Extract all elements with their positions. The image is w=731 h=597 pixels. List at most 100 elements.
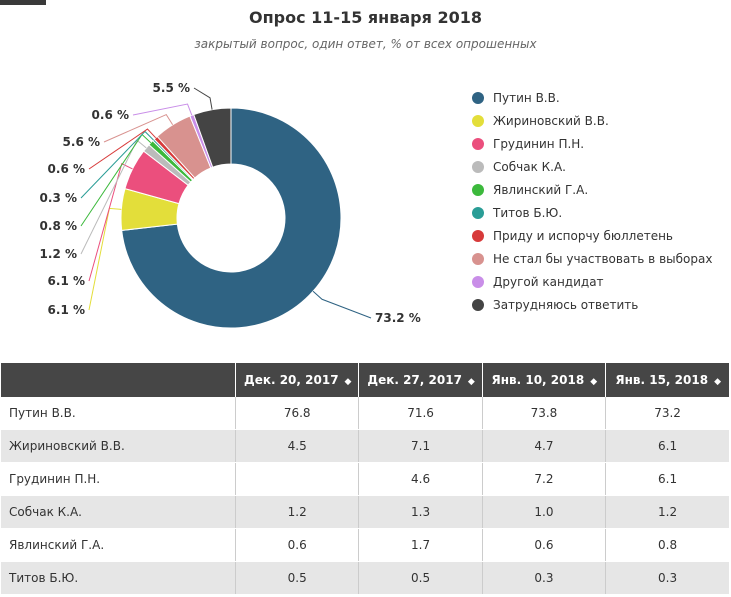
legend-label: Приду и испорчу бюллетень bbox=[493, 228, 673, 243]
value-cell: 0.6 bbox=[482, 528, 607, 562]
value-cell: 1.3 bbox=[358, 495, 483, 529]
table-row: Титов Б.Ю. 0.5 0.5 0.3 0.3 bbox=[1, 561, 729, 595]
value-cell: 73.2 bbox=[605, 397, 729, 430]
value-cell: 73.8 bbox=[482, 397, 607, 430]
data-label: 6.1 % bbox=[48, 274, 85, 288]
corner-tab bbox=[0, 0, 46, 5]
leader-line bbox=[88, 128, 157, 170]
sort-icon[interactable]: ◆ bbox=[344, 377, 352, 387]
legend-label: Собчак К.А. bbox=[493, 159, 566, 174]
data-label: 0.8 % bbox=[40, 219, 77, 233]
value-cell: 0.3 bbox=[482, 561, 607, 595]
data-label: 6.1 % bbox=[48, 303, 85, 317]
leader-line bbox=[103, 113, 174, 143]
poll-data-table: Дек. 20, 2017 ◆ Дек. 27, 2017 ◆ Янв. 10, 201… bbox=[1, 363, 729, 595]
column-header[interactable]: Янв. 10, 2018 ◆ bbox=[482, 363, 607, 397]
column-header[interactable]: Янв. 15, 2018 ◆ bbox=[605, 363, 729, 397]
chart-legend: Путин В.В. Жириновский В.В. Грудинин П.Н. С… bbox=[472, 86, 712, 316]
value-cell: 0.5 bbox=[235, 561, 360, 595]
donut-chart: 73.2 % 6.1 % 6.1 % 1.2 % 0.8 % 0.3 % 0.6 % 5.6 … bbox=[40, 81, 421, 329]
leader-line bbox=[193, 87, 213, 110]
value-cell: 0.6 bbox=[235, 528, 360, 562]
pie-slice[interactable] bbox=[193, 107, 232, 168]
legend-item[interactable]: Жириновский В.В. bbox=[472, 109, 712, 132]
column-header[interactable]: Дек. 20, 2017 ◆ bbox=[235, 363, 360, 397]
data-label: 1.2 % bbox=[40, 247, 77, 261]
legend-dot-icon bbox=[472, 160, 484, 173]
legend-item[interactable]: Не стал бы участвовать в выборах bbox=[472, 247, 712, 270]
legend-dot-icon bbox=[472, 183, 484, 196]
pie-slice[interactable] bbox=[121, 107, 342, 329]
table-row: Путин В.В. 76.8 71.6 73.8 73.2 bbox=[1, 397, 729, 430]
sort-icon[interactable]: ◆ bbox=[714, 377, 721, 387]
legend-item[interactable]: Путин В.В. bbox=[472, 86, 712, 109]
legend-dot-icon bbox=[472, 206, 484, 219]
legend-label: Титов Б.Ю. bbox=[493, 205, 563, 220]
value-cell: 76.8 bbox=[235, 397, 360, 430]
legend-dot-icon bbox=[472, 252, 484, 265]
legend-dot-icon bbox=[472, 298, 484, 311]
chart-subtitle: закрытый вопрос, один ответ, % от всех о… bbox=[194, 37, 537, 51]
value-cell: 1.0 bbox=[482, 495, 607, 529]
header-blank-cell bbox=[1, 363, 236, 397]
leader-line bbox=[132, 103, 193, 116]
row-label-cell: Титов Б.Ю. bbox=[1, 561, 236, 595]
column-header-label: Дек. 20, 2017 bbox=[244, 373, 339, 387]
value-cell: 4.6 bbox=[358, 462, 483, 496]
legend-label: Затрудняюсь ответить bbox=[493, 297, 639, 312]
legend-item[interactable]: Собчак К.А. bbox=[472, 155, 712, 178]
sort-icon[interactable]: ◆ bbox=[467, 377, 475, 387]
value-cell: 4.7 bbox=[482, 429, 607, 463]
legend-item[interactable]: Титов Б.Ю. bbox=[472, 201, 712, 224]
row-label-cell: Собчак К.А. bbox=[1, 495, 236, 529]
legend-dot-icon bbox=[472, 137, 484, 150]
value-cell: 6.1 bbox=[605, 429, 729, 463]
legend-label: Грудинин П.Н. bbox=[493, 136, 585, 151]
legend-dot-icon bbox=[472, 91, 484, 104]
value-cell: 7.2 bbox=[482, 462, 607, 496]
row-label-cell: Явлинский Г.А. bbox=[1, 528, 236, 562]
legend-label: Не стал бы участвовать в выборах bbox=[493, 251, 713, 266]
leader-line bbox=[312, 290, 372, 319]
table-header-row: Дек. 20, 2017 ◆ Дек. 27, 2017 ◆ Янв. 10, 201… bbox=[1, 363, 729, 397]
data-label: 0.6 % bbox=[48, 162, 85, 176]
sort-icon[interactable]: ◆ bbox=[590, 377, 598, 387]
data-label: 0.6 % bbox=[92, 108, 129, 122]
legend-item[interactable]: Другой кандидат bbox=[472, 270, 712, 293]
data-label: 0.3 % bbox=[40, 191, 77, 205]
legend-item[interactable]: Явлинский Г.А. bbox=[472, 178, 712, 201]
legend-label: Другой кандидат bbox=[493, 274, 604, 289]
value-cell: 1.2 bbox=[235, 495, 360, 529]
legend-label: Явлинский Г.А. bbox=[493, 182, 589, 197]
table-row: Явлинский Г.А. 0.6 1.7 0.6 0.8 bbox=[1, 528, 729, 562]
value-cell: 0.5 bbox=[358, 561, 483, 595]
legend-dot-icon bbox=[472, 229, 484, 242]
column-header-label: Дек. 27, 2017 bbox=[367, 373, 462, 387]
legend-item[interactable]: Приду и испорчу бюллетень bbox=[472, 224, 712, 247]
row-label-cell: Грудинин П.Н. bbox=[1, 462, 236, 496]
data-label: 5.5 % bbox=[153, 81, 190, 95]
value-cell: 6.1 bbox=[605, 462, 729, 496]
legend-dot-icon bbox=[472, 275, 484, 288]
column-header-label: Янв. 15, 2018 bbox=[615, 373, 709, 387]
value-cell: 7.1 bbox=[358, 429, 483, 463]
column-header-label: Янв. 10, 2018 bbox=[491, 373, 585, 387]
value-cell: 0.3 bbox=[605, 561, 729, 595]
value-cell: 1.7 bbox=[358, 528, 483, 562]
table-row: Собчак К.А. 1.2 1.3 1.0 1.2 bbox=[1, 495, 729, 529]
chart-title: Опрос 11-15 января 2018 bbox=[249, 8, 482, 27]
legend-item[interactable]: Грудинин П.Н. bbox=[472, 132, 712, 155]
data-label: 73.2 % bbox=[375, 311, 421, 325]
value-cell: 1.2 bbox=[605, 495, 729, 529]
leader-line bbox=[80, 130, 154, 199]
table-row: Жириновский В.В. 4.5 7.1 4.7 6.1 bbox=[1, 429, 729, 463]
value-cell: 0.8 bbox=[605, 528, 729, 562]
value-cell bbox=[235, 462, 360, 496]
data-label: 5.6 % bbox=[63, 135, 100, 149]
legend-label: Жириновский В.В. bbox=[493, 113, 609, 128]
value-cell: 4.5 bbox=[235, 429, 360, 463]
row-label-cell: Путин В.В. bbox=[1, 397, 236, 430]
table-row: Грудинин П.Н. 4.6 7.2 6.1 bbox=[1, 462, 729, 496]
column-header[interactable]: Дек. 27, 2017 ◆ bbox=[358, 363, 483, 397]
legend-item[interactable]: Затрудняюсь ответить bbox=[472, 293, 712, 316]
